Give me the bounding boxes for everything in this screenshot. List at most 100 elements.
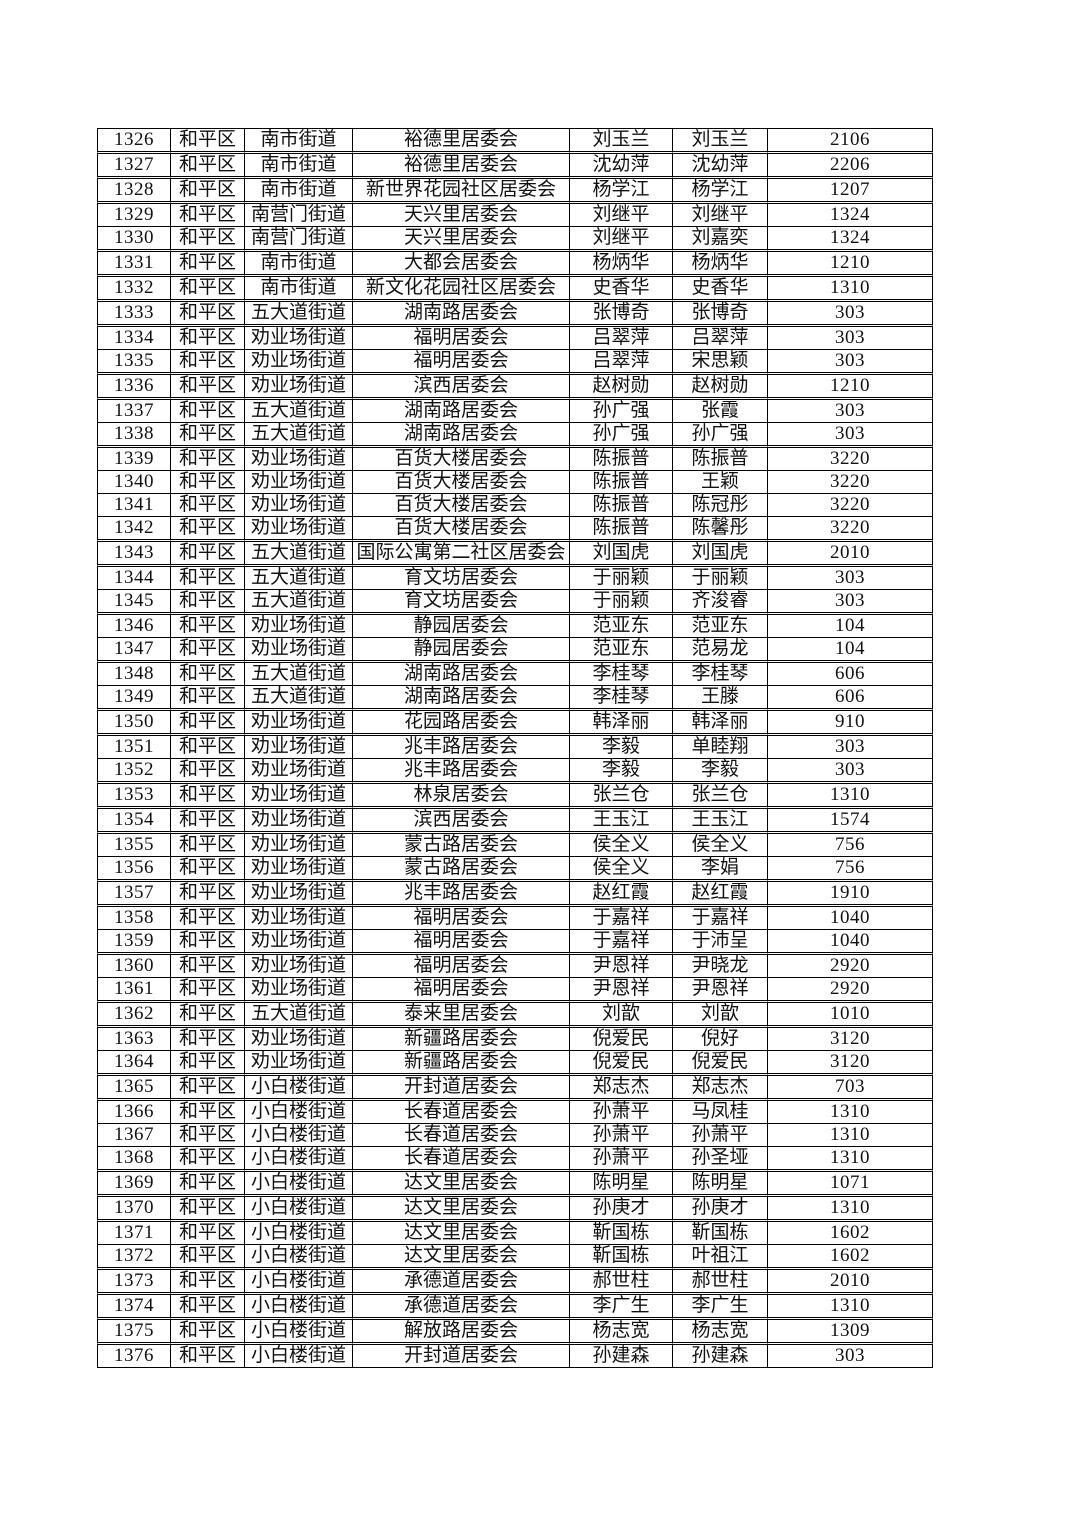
- cell-district: 和平区: [171, 327, 245, 350]
- cell-committee: 开封道居委会: [353, 1345, 570, 1368]
- cell-committee: 新疆路居委会: [353, 1028, 570, 1051]
- table-row: 1363 和平区 劝业场街道 新疆路居委会 倪爱民 倪好 3120: [97, 1028, 933, 1051]
- table-row: 1373 和平区 小白楼街道 承德道居委会 郝世柱 郝世柱 2010: [97, 1270, 933, 1295]
- cell-number: 1324: [768, 227, 933, 252]
- cell-name-1: 杨炳华: [570, 252, 673, 277]
- cell-name-1: 张兰仓: [570, 784, 673, 809]
- cell-committee: 静园居委会: [353, 638, 570, 663]
- cell-name-1: 刘歆: [570, 1003, 673, 1028]
- cell-district: 和平区: [171, 1076, 245, 1101]
- cell-street: 小白楼街道: [245, 1124, 353, 1147]
- table-row: 1340 和平区 劝业场街道 百货大楼居委会 陈振普 王颖 3220: [97, 471, 933, 494]
- cell-street: 小白楼街道: [245, 1147, 353, 1172]
- cell-serial: 1343: [97, 542, 171, 567]
- cell-number: 303: [768, 302, 933, 327]
- table-row: 1357 和平区 劝业场街道 兆丰路居委会 赵红霞 赵红霞 1910: [97, 882, 933, 907]
- cell-name-2: 倪好: [673, 1028, 768, 1051]
- cell-name-1: 于丽颖: [570, 590, 673, 615]
- cell-street: 劝业场街道: [245, 784, 353, 809]
- cell-district: 和平区: [171, 955, 245, 978]
- spreadsheet-area: 1326 和平区 南市街道 裕德里居委会 刘玉兰 刘玉兰 2106 1327 和平区 南市街道 裕德…: [97, 128, 933, 1368]
- cell-district: 和平区: [171, 252, 245, 277]
- cell-number: 1324: [768, 204, 933, 227]
- cell-street: 五大道街道: [245, 400, 353, 423]
- cell-name-1: 靳国栋: [570, 1245, 673, 1270]
- cell-name-2: 陈馨彤: [673, 517, 768, 542]
- cell-number: 104: [768, 615, 933, 638]
- cell-name-2: 李桂琴: [673, 663, 768, 686]
- cell-committee: 福明居委会: [353, 955, 570, 978]
- cell-name-2: 孙萧平: [673, 1124, 768, 1147]
- cell-district: 和平区: [171, 784, 245, 809]
- cell-name-2: 刘歆: [673, 1003, 768, 1028]
- cell-serial: 1350: [97, 711, 171, 736]
- table-row: 1358 和平区 劝业场街道 福明居委会 于嘉祥 于嘉祥 1040: [97, 907, 933, 930]
- cell-district: 和平区: [171, 638, 245, 663]
- cell-name-2: 孙广强: [673, 423, 768, 448]
- cell-street: 劝业场街道: [245, 882, 353, 907]
- cell-district: 和平区: [171, 350, 245, 375]
- cell-name-2: 陈明星: [673, 1172, 768, 1197]
- cell-name-1: 于嘉祥: [570, 907, 673, 930]
- cell-committee: 湖南路居委会: [353, 663, 570, 686]
- cell-district: 和平区: [171, 1124, 245, 1147]
- cell-committee: 福明居委会: [353, 327, 570, 350]
- cell-number: 303: [768, 350, 933, 375]
- cell-committee: 湖南路居委会: [353, 400, 570, 423]
- cell-district: 和平区: [171, 494, 245, 517]
- cell-street: 五大道街道: [245, 423, 353, 448]
- cell-committee: 蒙古路居委会: [353, 857, 570, 882]
- cell-name-1: 孙广强: [570, 423, 673, 448]
- cell-street: 劝业场街道: [245, 907, 353, 930]
- cell-serial: 1365: [97, 1076, 171, 1101]
- cell-committee: 花园路居委会: [353, 711, 570, 736]
- cell-name-1: 李桂琴: [570, 686, 673, 711]
- cell-district: 和平区: [171, 978, 245, 1003]
- cell-street: 小白楼街道: [245, 1076, 353, 1101]
- cell-name-2: 李娟: [673, 857, 768, 882]
- cell-name-1: 李毅: [570, 736, 673, 759]
- cell-serial: 1326: [97, 128, 171, 154]
- cell-serial: 1357: [97, 882, 171, 907]
- table-row: 1349 和平区 五大道街道 湖南路居委会 李桂琴 王滕 606: [97, 686, 933, 711]
- cell-committee: 育文坊居委会: [353, 590, 570, 615]
- cell-number: 303: [768, 1345, 933, 1368]
- cell-number: 1310: [768, 1101, 933, 1124]
- cell-name-1: 吕翠萍: [570, 350, 673, 375]
- cell-district: 和平区: [171, 567, 245, 590]
- cell-serial: 1346: [97, 615, 171, 638]
- cell-serial: 1372: [97, 1245, 171, 1270]
- cell-district: 和平区: [171, 179, 245, 204]
- cell-name-1: 李毅: [570, 759, 673, 784]
- cell-committee: 福明居委会: [353, 907, 570, 930]
- cell-serial: 1367: [97, 1124, 171, 1147]
- cell-name-2: 郝世柱: [673, 1270, 768, 1295]
- cell-district: 和平区: [171, 930, 245, 955]
- cell-name-1: 沈幼萍: [570, 154, 673, 179]
- cell-name-1: 陈振普: [570, 494, 673, 517]
- cell-name-1: 陈振普: [570, 517, 673, 542]
- cell-district: 和平区: [171, 1245, 245, 1270]
- cell-street: 小白楼街道: [245, 1345, 353, 1368]
- cell-number: 303: [768, 590, 933, 615]
- table-row: 1359 和平区 劝业场街道 福明居委会 于嘉祥 于沛呈 1040: [97, 930, 933, 955]
- cell-district: 和平区: [171, 471, 245, 494]
- cell-district: 和平区: [171, 448, 245, 471]
- cell-street: 南营门街道: [245, 227, 353, 252]
- table-body: 1326 和平区 南市街道 裕德里居委会 刘玉兰 刘玉兰 2106 1327 和平区 南市街道 裕德…: [97, 128, 933, 1368]
- cell-number: 2106: [768, 128, 933, 154]
- cell-name-1: 韩泽丽: [570, 711, 673, 736]
- cell-number: 303: [768, 327, 933, 350]
- cell-district: 和平区: [171, 907, 245, 930]
- cell-name-2: 杨学江: [673, 179, 768, 204]
- cell-serial: 1364: [97, 1051, 171, 1076]
- cell-district: 和平区: [171, 423, 245, 448]
- cell-street: 小白楼街道: [245, 1172, 353, 1197]
- cell-street: 劝业场街道: [245, 494, 353, 517]
- cell-number: 1310: [768, 1124, 933, 1147]
- cell-street: 劝业场街道: [245, 809, 353, 834]
- table-row: 1331 和平区 南市街道 大都会居委会 杨炳华 杨炳华 1210: [97, 252, 933, 277]
- cell-district: 和平区: [171, 1051, 245, 1076]
- table-row: 1351 和平区 劝业场街道 兆丰路居委会 李毅 单睦翔 303: [97, 736, 933, 759]
